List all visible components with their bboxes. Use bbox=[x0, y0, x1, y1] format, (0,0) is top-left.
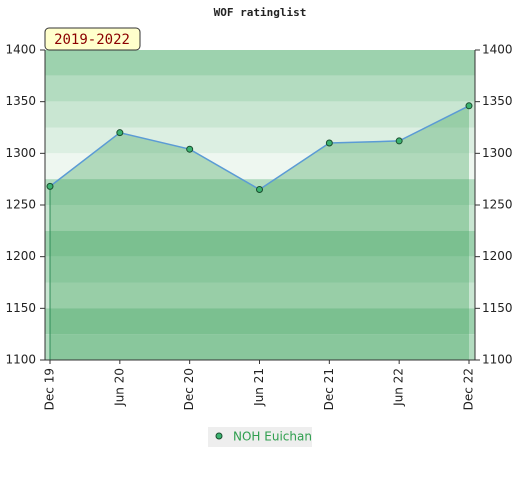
point bbox=[256, 186, 263, 193]
y-tick-label: 1100 bbox=[5, 353, 36, 367]
x-tick-label: Dec 22 bbox=[462, 368, 476, 410]
background-bands bbox=[45, 50, 475, 360]
badge-box bbox=[44, 27, 141, 51]
y2-tick-label: 1350 bbox=[482, 94, 513, 108]
band bbox=[45, 282, 475, 309]
x-tick-label: Dec 20 bbox=[182, 368, 196, 410]
y-tick-label: 1250 bbox=[5, 198, 36, 212]
point bbox=[325, 139, 333, 147]
y2-tick-label: 1200 bbox=[482, 249, 513, 263]
chart-title: WOF ratinglist bbox=[214, 6, 307, 19]
x-tick-label: Jun 20 bbox=[112, 368, 126, 407]
y-tick-label: 1400 bbox=[5, 43, 36, 57]
band bbox=[45, 308, 475, 335]
point bbox=[46, 182, 54, 190]
legend-marker bbox=[215, 432, 223, 440]
legend-box bbox=[208, 427, 312, 447]
band bbox=[45, 75, 475, 102]
band bbox=[45, 50, 475, 76]
y2-tick-label: 1300 bbox=[482, 146, 513, 160]
x-tick-label: Dec 21 bbox=[322, 368, 336, 410]
point bbox=[465, 102, 473, 110]
area bbox=[50, 105, 469, 360]
x-tick-label: Dec 19 bbox=[43, 368, 57, 410]
x-tick-label: Jun 22 bbox=[392, 368, 406, 407]
x-tick-label: Jun 21 bbox=[252, 368, 266, 407]
badge: 2019-2022 bbox=[54, 32, 130, 48]
band bbox=[45, 230, 475, 257]
y2-tick-label: 1100 bbox=[482, 353, 513, 367]
point bbox=[395, 137, 403, 145]
y-tick-label: 1350 bbox=[5, 94, 36, 108]
point bbox=[116, 129, 124, 137]
band bbox=[45, 153, 475, 180]
band bbox=[45, 256, 475, 283]
y2-tick-label: 1150 bbox=[482, 301, 513, 315]
point bbox=[186, 145, 194, 153]
y2-tick-label: 1400 bbox=[482, 43, 513, 57]
band bbox=[45, 334, 475, 360]
plot bbox=[46, 102, 473, 360]
y-tick-label: 1150 bbox=[5, 301, 36, 315]
y2-tick-label: 1250 bbox=[482, 198, 513, 212]
legend-label: NOH Euichan bbox=[233, 430, 312, 444]
y-tick-label: 1200 bbox=[5, 249, 36, 263]
y-tick-label: 1300 bbox=[5, 146, 36, 160]
band bbox=[45, 101, 475, 128]
band bbox=[45, 205, 475, 231]
